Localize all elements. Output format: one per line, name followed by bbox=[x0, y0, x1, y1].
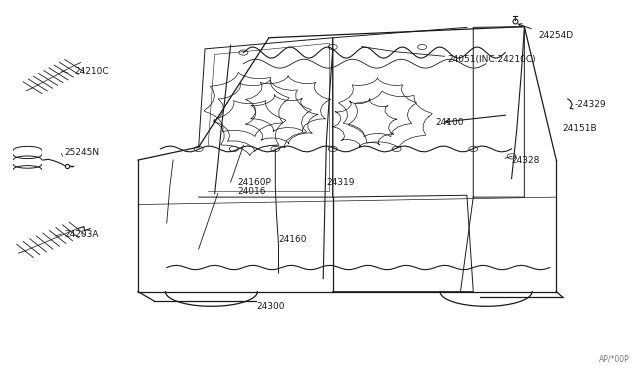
Text: 24319: 24319 bbox=[326, 178, 355, 187]
Text: AP/*00P: AP/*00P bbox=[599, 354, 630, 363]
Text: 24016: 24016 bbox=[237, 187, 266, 196]
Text: 24203A: 24203A bbox=[65, 230, 99, 239]
Text: 24300: 24300 bbox=[256, 302, 285, 311]
Text: -24329: -24329 bbox=[574, 100, 606, 109]
Text: 24151B: 24151B bbox=[563, 124, 597, 133]
Text: 24051(INC.24210C): 24051(INC.24210C) bbox=[448, 55, 536, 64]
Text: 24254D: 24254D bbox=[538, 31, 573, 41]
Text: 24160: 24160 bbox=[278, 235, 307, 244]
Text: 24100: 24100 bbox=[435, 119, 463, 128]
Text: 25245N: 25245N bbox=[65, 148, 100, 157]
Text: 24210C: 24210C bbox=[74, 67, 109, 76]
Text: 24160P: 24160P bbox=[237, 178, 271, 187]
Text: 24328: 24328 bbox=[511, 155, 540, 164]
